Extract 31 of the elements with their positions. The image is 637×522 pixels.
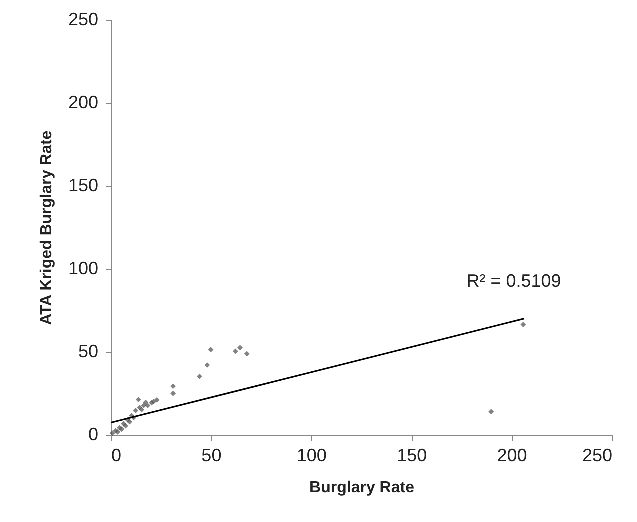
point bbox=[154, 397, 160, 403]
x-tick-label: 150 bbox=[397, 446, 428, 466]
point bbox=[133, 408, 139, 414]
point bbox=[141, 403, 147, 409]
point bbox=[197, 374, 203, 380]
x-tick-label: 0 bbox=[112, 446, 122, 466]
point bbox=[232, 348, 238, 354]
y-tick-label: 250 bbox=[68, 10, 98, 30]
x-tick-label: 200 bbox=[497, 446, 528, 466]
point bbox=[244, 351, 250, 357]
point bbox=[145, 403, 151, 409]
point bbox=[170, 384, 176, 390]
y-tick-label: 0 bbox=[88, 424, 98, 444]
x-axis-title: Burglary Rate bbox=[310, 480, 415, 496]
point bbox=[238, 345, 243, 351]
annotation: R² = 0.5109 bbox=[466, 271, 562, 291]
point bbox=[170, 390, 176, 396]
point bbox=[204, 362, 210, 368]
x-tick-label: 250 bbox=[582, 446, 612, 466]
point bbox=[110, 430, 116, 436]
point bbox=[488, 409, 494, 415]
y-axis-title: ATA Kriged Burglary Rate bbox=[38, 130, 56, 326]
x-tick-label: 50 bbox=[202, 446, 222, 466]
point bbox=[136, 397, 142, 403]
y-tick-label: 150 bbox=[68, 176, 98, 196]
point bbox=[208, 347, 214, 353]
y-tick-label: 100 bbox=[68, 258, 98, 278]
y-tick-label: 50 bbox=[78, 342, 98, 362]
point bbox=[520, 322, 526, 328]
y-tick-label: 200 bbox=[68, 92, 98, 112]
x-tick-label: 100 bbox=[296, 446, 327, 466]
